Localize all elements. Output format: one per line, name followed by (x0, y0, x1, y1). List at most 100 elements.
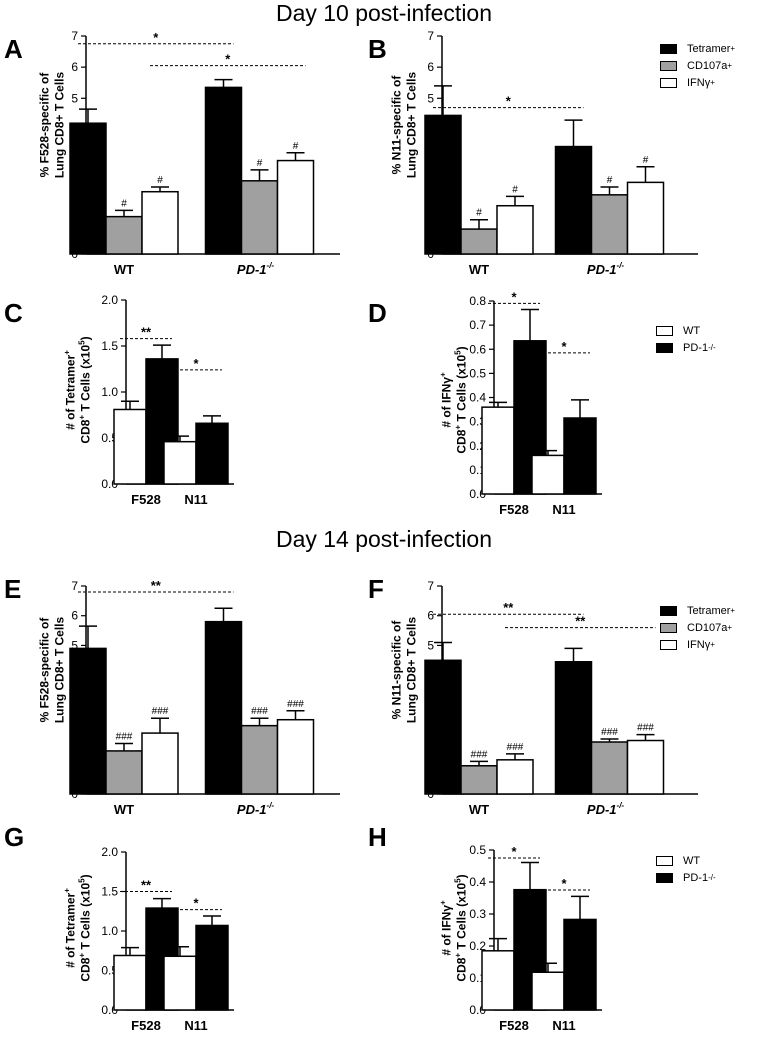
panel-letter-c: C (4, 298, 23, 328)
y-tick-label: 7 (71, 29, 78, 43)
bar (496, 759, 534, 795)
y-tick-label: 6 (427, 60, 434, 74)
significance-star: * (511, 844, 517, 859)
legend-label: PD-1 (683, 341, 709, 354)
chart-b: 01234567##WT##PD-1-/-*% N11-specific ofL… (390, 29, 698, 277)
bar (69, 122, 107, 255)
legend-swatch (660, 605, 677, 616)
bar (276, 718, 315, 795)
y-tick-label: 0.4 (469, 391, 486, 405)
x-category-label: WT (114, 802, 134, 817)
legend-day14-genotype: WT PD-1 -/- (656, 852, 716, 886)
bar (626, 181, 665, 255)
significance-star: ** (503, 600, 514, 615)
bar (141, 732, 179, 795)
y-axis-label: % N11-specific of Lung CD8+ T Cells (390, 72, 419, 179)
significance-mark: ### (601, 727, 618, 738)
legend-item: CD107a + (660, 619, 735, 636)
significance-mark: ### (637, 723, 654, 734)
bar (240, 724, 279, 795)
y-tick-label: 6 (71, 609, 78, 623)
y-tick-label: 2.0 (101, 845, 118, 859)
significance-star: * (561, 339, 567, 354)
significance-mark: # (512, 184, 518, 195)
y-axis-label: % F528-specific of Lung CD8+ T Cells (38, 72, 67, 179)
y-tick-label: 0.4 (469, 875, 486, 889)
significance-star: * (193, 356, 199, 371)
panel-letter-g: G (4, 822, 25, 852)
y-tick-label: 2.0 (101, 293, 118, 307)
bar (195, 422, 229, 485)
legend-item: Tetramer + (660, 602, 735, 619)
panel-letter-a: A (4, 34, 23, 64)
y-tick-label: 0.5 (469, 366, 486, 380)
significance-star: * (506, 94, 512, 109)
legend-swatch (656, 342, 673, 353)
bar (240, 180, 279, 255)
y-axis-label-line: Lung CD8+ T Cells (53, 72, 67, 179)
y-tick-label: 6 (427, 609, 434, 623)
x-category-label: F528 (499, 1018, 529, 1033)
significance-star: * (561, 876, 567, 891)
bar (626, 739, 665, 795)
legend-item: Tetramer + (660, 40, 735, 57)
y-axis-label: # of IFNγ+CD8+ T Cells (x105) (439, 346, 469, 453)
bar (113, 954, 147, 1011)
legend-label: Tetramer (687, 604, 731, 617)
x-category-label: F528 (499, 502, 529, 517)
x-category-label: N11 (184, 492, 207, 507)
chart-e: 01234567######WT######PD-1-/-**% F528-sp… (38, 578, 340, 817)
y-axis-label: # of IFNγ+CD8+ T Cells (x105) (439, 874, 469, 981)
bar (531, 454, 565, 495)
panel-letter-f: F (368, 574, 384, 604)
bar (496, 204, 534, 255)
legend-item: IFNγ + (660, 74, 735, 91)
bar (105, 215, 143, 255)
significance-star: * (511, 289, 517, 304)
legend-day10-groups: Tetramer + CD107a + IFNγ + (660, 40, 735, 91)
legend-day10-genotype: WT PD-1 -/- (656, 322, 716, 356)
legend-swatch (656, 855, 673, 866)
x-category-label: F528 (131, 1018, 161, 1033)
legend-day14-groups: Tetramer + CD107a + IFNγ + (660, 602, 735, 653)
x-category-label: PD-1-/- (587, 261, 625, 277)
y-tick-label: 6 (71, 60, 78, 74)
bar (204, 620, 243, 795)
y-axis-label-line: % F528-specific of (38, 617, 52, 723)
y-tick-label: 7 (427, 29, 434, 43)
bar (204, 86, 243, 255)
legend-label: PD-1 (683, 871, 709, 884)
y-tick-label: 1.0 (101, 385, 118, 399)
y-axis-label: % F528-specific of Lung CD8+ T Cells (38, 617, 67, 724)
legend-swatch (660, 60, 677, 71)
bar (481, 950, 515, 1011)
x-category-label: WT (469, 262, 489, 277)
bar (424, 114, 462, 255)
y-axis-label-line: # of IFNγ+ (439, 900, 454, 956)
chart-f: 01234567######WT######PD-1-/-****% N11-s… (390, 579, 698, 817)
x-category-label: N11 (552, 1018, 575, 1033)
bar (563, 417, 597, 495)
y-axis-label-line: # of Tetramer+ (63, 350, 78, 430)
x-category-label: F528 (131, 492, 161, 507)
panel-letter-d: D (368, 298, 387, 328)
significance-mark: # (121, 198, 127, 209)
legend-swatch (660, 77, 677, 88)
legend-label: WT (683, 324, 701, 337)
significance-mark: # (257, 158, 263, 169)
bar (554, 145, 593, 255)
legend-item: PD-1 -/- (656, 339, 716, 356)
significance-star: ** (575, 614, 586, 629)
y-tick-label: 5 (71, 638, 78, 652)
y-tick-label: 1.5 (101, 339, 118, 353)
significance-mark: ### (287, 699, 304, 710)
bar (163, 440, 197, 485)
x-category-label: N11 (552, 502, 575, 517)
panel-letter-e: E (4, 574, 22, 604)
y-axis-label-line: # of Tetramer+ (63, 888, 78, 968)
chart-a: 01234567##WT##PD-1-/-**% F528-specific o… (38, 29, 340, 277)
bar (554, 661, 593, 795)
y-axis-label-line: % N11-specific of (390, 620, 404, 720)
